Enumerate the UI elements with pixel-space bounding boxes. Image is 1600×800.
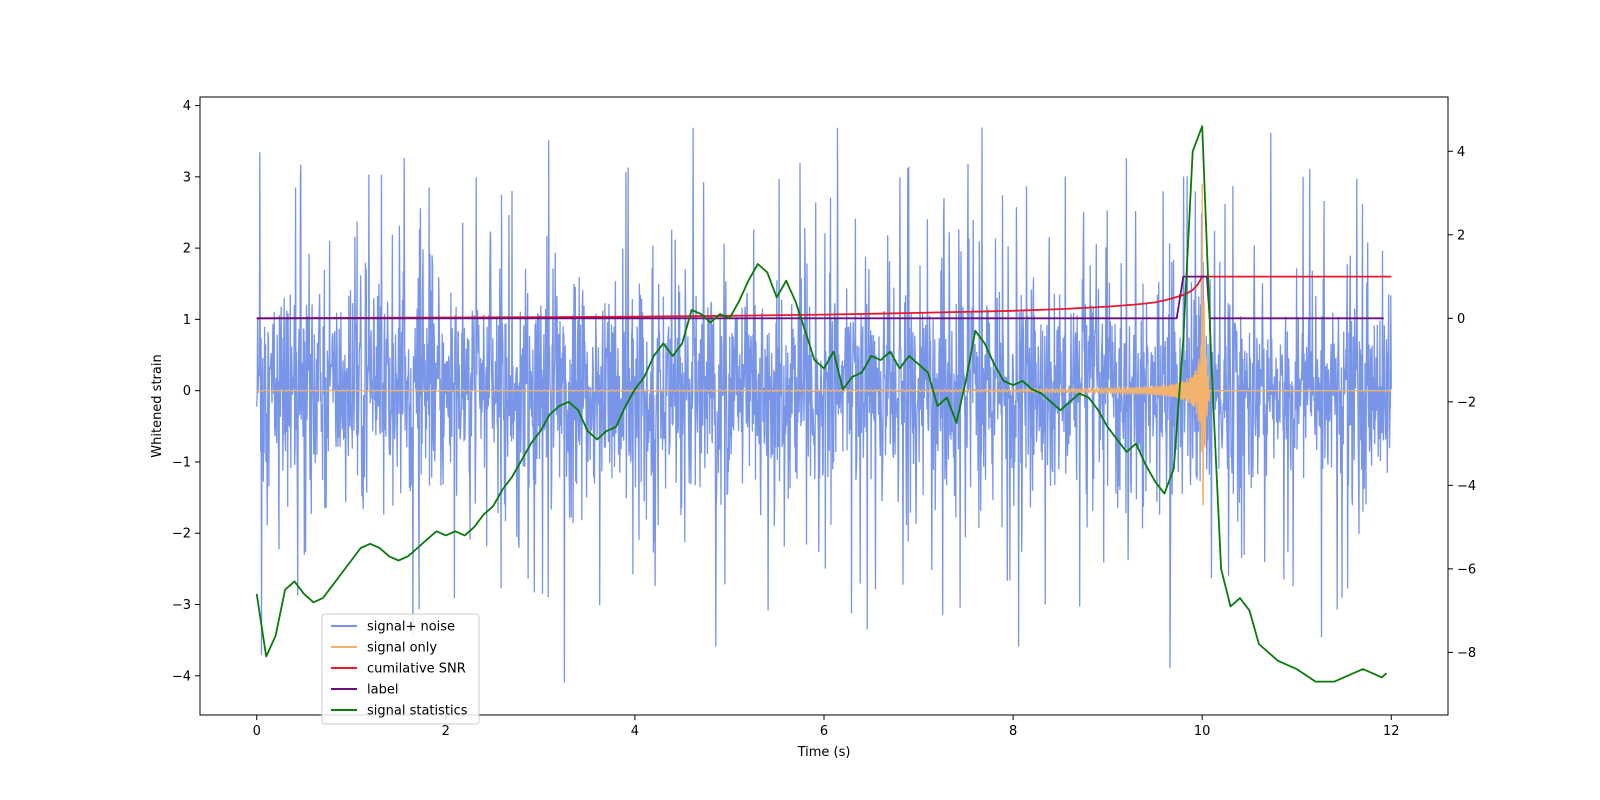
- series-signal-only-line: [256, 183, 1392, 506]
- y-left-tick-label: 0: [183, 384, 191, 399]
- x-axis-label: Time (s): [797, 745, 851, 760]
- x-tick-label: 6: [820, 724, 828, 739]
- legend-label-cumilative-snr: cumilative SNR: [367, 662, 466, 677]
- y-left-tick-label: −3: [172, 598, 191, 613]
- x-tick-label: 4: [631, 724, 639, 739]
- y-right-tick-label: −2: [1457, 395, 1476, 410]
- legend-label-signal-noise: signal+ noise: [367, 620, 455, 635]
- y-left-tick-label: 3: [183, 170, 191, 185]
- y-right-tick-label: 4: [1457, 145, 1465, 160]
- y-left-tick-label: 4: [183, 99, 191, 114]
- y-left-tick-label: 2: [183, 242, 191, 257]
- x-tick-label: 8: [1009, 724, 1017, 739]
- x-tick-label: 12: [1383, 724, 1400, 739]
- legend-label-signal-statistics: signal statistics: [367, 704, 468, 719]
- y-axis-right-ticks: −8 −6 −4 −2 0 2 4: [1448, 145, 1476, 661]
- y-left-tick-label: −1: [172, 455, 191, 470]
- series-label-line: [256, 275, 1384, 320]
- plot-area: [255, 125, 1392, 683]
- y-axis-left-label: Whitened strain: [150, 354, 165, 457]
- legend-label-label: label: [367, 683, 398, 698]
- x-tick-label: 10: [1194, 724, 1211, 739]
- x-tick-label: 2: [442, 724, 450, 739]
- legend-label-signal-only: signal only: [367, 641, 437, 656]
- legend: signal+ noise signal only cumilative SNR la…: [321, 613, 480, 725]
- y-left-tick-label: 1: [183, 313, 191, 328]
- series-signal-statistics-line: [255, 125, 1388, 683]
- y-right-tick-label: 2: [1457, 228, 1465, 243]
- y-right-tick-label: −4: [1457, 479, 1476, 494]
- y-axis-left-ticks: −4 −3 −2 −1 0 1 2 3 4: [172, 99, 200, 684]
- y-left-tick-label: −4: [172, 669, 191, 684]
- y-left-tick-label: −2: [172, 527, 191, 542]
- series-cumilative-snr-line: [256, 275, 1392, 320]
- y-right-tick-label: 0: [1457, 312, 1465, 327]
- y-right-tick-label: −8: [1457, 646, 1476, 661]
- x-tick-label: 0: [253, 724, 261, 739]
- y-right-tick-label: −6: [1457, 562, 1476, 577]
- legend-box: [321, 613, 480, 725]
